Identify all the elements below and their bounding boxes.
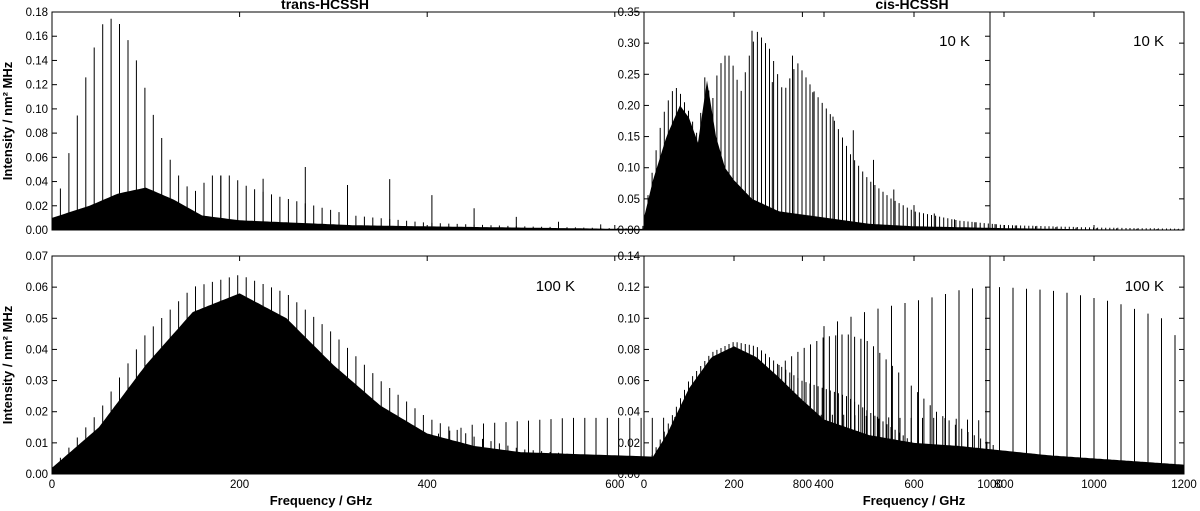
x-tick-label: 200 — [230, 479, 249, 491]
y-tick-label: 0.18 — [26, 7, 48, 19]
y-tick-label: 0.08 — [618, 344, 640, 356]
plot-frame — [643, 255, 1185, 475]
y-tick-label: 0.00 — [26, 469, 48, 481]
ticks-layer: 0 200 400 600 800 1000 0.00 0.01 0.02 0.03 0.04 0.0… — [26, 251, 1003, 491]
series-2-dense-fill — [644, 80, 1184, 230]
x-tick-label: 400 — [418, 479, 437, 491]
x-axis-label: Frequency / GHz — [863, 493, 966, 508]
y-tick-label: 0.02 — [26, 201, 48, 213]
series-2-dense-fill — [52, 187, 990, 230]
y-tick-label: 0.06 — [26, 152, 48, 164]
panel-title: trans-HCSSH — [281, 0, 369, 12]
x-tick-label: 0 — [641, 479, 647, 491]
y-tick-label: 0.35 — [618, 7, 640, 19]
series-2-dense-fill — [52, 293, 990, 474]
panel-cis-10k: 0.00 0.05 0.10 0.15 0.20 0.25 0.30 0.35 cis-HCS… — [618, 0, 1185, 237]
x-tick-label: 400 — [814, 479, 833, 491]
x-tick-label: 0 — [49, 479, 55, 491]
y-tick-label: 0.14 — [26, 55, 49, 67]
y-tick-label: 0.10 — [618, 163, 640, 175]
x-tick-label: 1200 — [1171, 479, 1197, 491]
y-tick-label: 0.02 — [26, 407, 48, 419]
y-tick-label: 0.14 — [618, 251, 641, 263]
y-tick-label: 0.05 — [26, 313, 48, 325]
panel-cis-100k: 0 200 400 600 800 1000 12000.000.020.040.060.0… — [618, 251, 1197, 508]
y-tick-label: 0.12 — [26, 80, 48, 92]
y-tick-label: 0.06 — [618, 376, 640, 388]
panel-title: cis-HCSSH — [875, 0, 948, 12]
y-tick-label: 0.20 — [618, 100, 640, 112]
y-tick-label: 0.10 — [26, 104, 48, 116]
ticks-layer: 0 200 400 600 800 1000 12000.000.020.040.060.0… — [618, 251, 1197, 491]
panel-trans-100k: 0 200 400 600 800 1000 0.00 0.01 0.02 0.03 0.04 0.0… — [0, 251, 1003, 508]
x-tick-label: 600 — [904, 479, 923, 491]
y-tick-label: 0.04 — [26, 177, 49, 189]
y-tick-label: 0.05 — [618, 194, 640, 206]
y-axis-label: Intensity / nm² MHz — [0, 61, 15, 180]
x-tick-label: 1000 — [977, 479, 1003, 491]
y-tick-label: 0.16 — [26, 31, 48, 43]
y-tick-label: 0.06 — [26, 282, 48, 294]
x-tick-label: 600 — [605, 479, 624, 491]
y-tick-label: 0.08 — [26, 128, 48, 140]
y-tick-label: 0.00 — [618, 469, 640, 481]
y-tick-label: 0.00 — [26, 225, 48, 237]
y-tick-label: 0.02 — [618, 438, 640, 450]
y-tick-label: 0.04 — [26, 344, 49, 356]
x-tick-label: 800 — [994, 479, 1013, 491]
temperature-label: 100 K — [536, 278, 575, 295]
temperature-label: 10 K — [1133, 33, 1164, 50]
x-tick-label: 800 — [793, 479, 812, 491]
plot-frame — [643, 11, 1185, 231]
series-2-sticks — [823, 287, 1176, 474]
y-tick-label: 0.01 — [26, 438, 48, 450]
plot-frame — [51, 255, 991, 475]
y-tick-label: 0.12 — [618, 282, 640, 294]
series-1-sticks — [751, 30, 1178, 230]
x-tick-label: 1000 — [1081, 479, 1107, 491]
y-tick-label: 0.03 — [26, 376, 48, 388]
series-3-dense-fill — [644, 346, 1184, 474]
x-tick-label: 200 — [724, 479, 743, 491]
ticks-layer: 0.00 0.05 0.10 0.15 0.20 0.25 0.30 0.35 — [618, 7, 1185, 237]
x-axis-label: Frequency / GHz — [270, 493, 373, 508]
y-tick-label: 0.10 — [618, 313, 640, 325]
y-tick-label: 0.00 — [618, 225, 640, 237]
y-tick-label: 0.30 — [618, 38, 640, 50]
temperature-label: 100 K — [1125, 278, 1164, 295]
y-tick-label: 0.25 — [618, 69, 640, 81]
y-tick-label: 0.15 — [618, 132, 640, 144]
y-tick-label: 0.04 — [618, 407, 641, 419]
y-axis-label: Intensity / nm² MHz — [0, 305, 15, 424]
temperature-label: 10 K — [939, 33, 970, 50]
plot-frame — [51, 11, 991, 231]
y-tick-label: 0.07 — [26, 251, 48, 263]
